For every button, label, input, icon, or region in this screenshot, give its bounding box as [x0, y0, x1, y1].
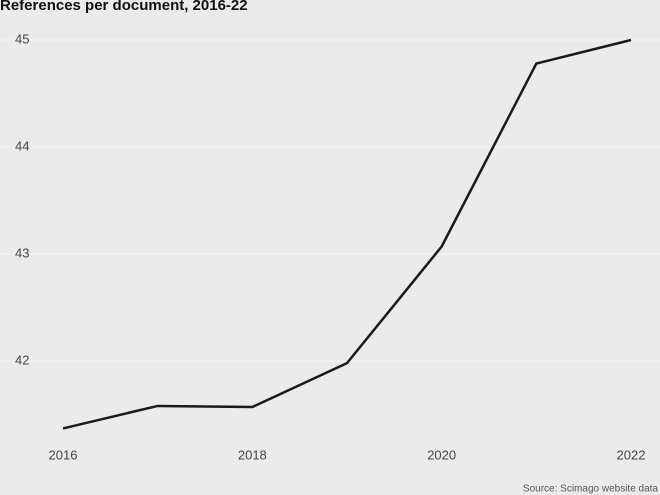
- x-tick-label: 2020: [427, 447, 456, 462]
- y-tick-label: 43: [15, 245, 29, 260]
- y-tick-label: 45: [15, 31, 29, 46]
- x-tick-label: 2022: [617, 447, 646, 462]
- line-series: [62, 38, 632, 430]
- y-tick-label: 44: [15, 138, 29, 153]
- x-tick-label: 2016: [49, 447, 78, 462]
- source-note: Source: Scimago website data: [523, 484, 659, 495]
- x-tick-label: 2018: [238, 447, 267, 462]
- y-tick-label: 42: [15, 352, 29, 367]
- chart-title: References per document, 2016-22: [0, 0, 248, 14]
